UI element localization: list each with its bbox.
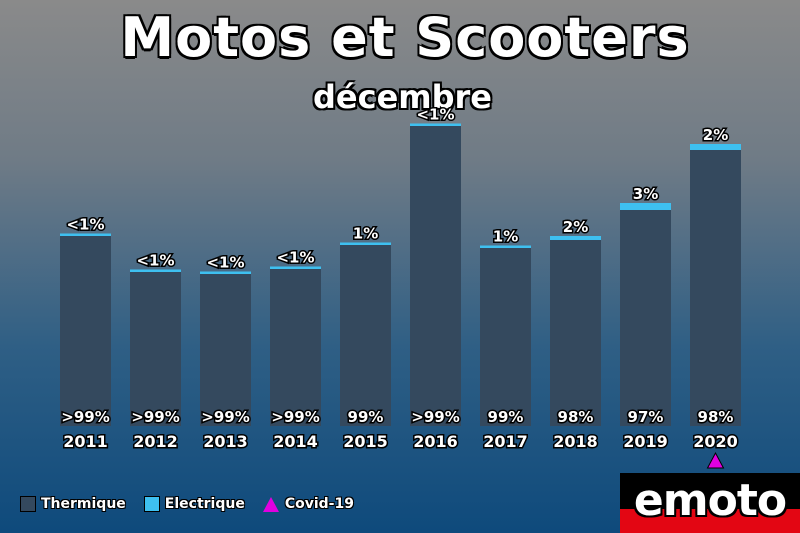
bar-thermique-2020	[690, 150, 741, 426]
x-tick-label-2017: 2017	[483, 432, 528, 451]
bar-thermique-2018	[550, 240, 601, 426]
data-label-thermique-2017: 99%	[488, 408, 524, 426]
bar-electrique-2020	[690, 144, 741, 150]
bar-thermique-2019	[620, 210, 671, 426]
x-tick-label-2014: 2014	[273, 432, 318, 451]
legend-item-electrique: Electrique	[143, 496, 245, 512]
data-label-thermique-2019: 97%	[628, 408, 664, 426]
legend-item-covid: Covid-19	[262, 496, 354, 512]
legend-swatch-electrique	[143, 496, 160, 512]
bar-thermique-2017	[480, 248, 531, 426]
chart-title: Motos et Scooters	[120, 6, 690, 69]
data-label-thermique-2011: >99%	[61, 408, 109, 426]
data-label-thermique-2020: 98%	[698, 408, 734, 426]
emoto-logo: emoto	[620, 473, 800, 533]
bar-electrique-2013	[200, 271, 251, 274]
bar-electrique-2014	[270, 266, 321, 269]
x-tick-label-2015: 2015	[343, 432, 388, 451]
bar-thermique-2011	[60, 236, 111, 426]
legend-item-thermique: Thermique	[20, 496, 126, 512]
legend-swatch-thermique	[20, 496, 36, 512]
triangle-icon	[262, 496, 279, 512]
bar-electrique-2015	[340, 242, 391, 245]
bar-thermique-2012	[130, 272, 181, 426]
data-label-electrique-2017: 1%	[493, 228, 518, 246]
legend: Thermique Electrique Covid-19	[20, 496, 372, 512]
x-tick-label-2013: 2013	[203, 432, 248, 451]
data-label-electrique-2011: <1%	[66, 216, 104, 234]
bar-electrique-2016	[410, 123, 461, 126]
data-label-electrique-2018: 2%	[563, 218, 588, 236]
bar-electrique-2018	[550, 236, 601, 240]
data-label-electrique-2012: <1%	[136, 252, 174, 270]
data-label-thermique-2012: >99%	[131, 408, 179, 426]
legend-label-covid: Covid-19	[284, 496, 354, 512]
data-label-thermique-2014: >99%	[271, 408, 319, 426]
bar-thermique-2015	[340, 245, 391, 426]
x-tick-label-2012: 2012	[133, 432, 178, 451]
chart-subtitle: décembre	[312, 78, 492, 116]
bar-thermique-2016	[410, 126, 461, 426]
bar-electrique-2012	[130, 269, 181, 272]
x-tick-label-2020: 2020	[693, 432, 738, 451]
x-tick-label-2011: 2011	[63, 432, 108, 451]
bar-thermique-2013	[200, 274, 251, 426]
bar-electrique-2011	[60, 233, 111, 236]
bar-thermique-2014	[270, 269, 321, 426]
data-label-thermique-2018: 98%	[558, 408, 594, 426]
data-label-electrique-2013: <1%	[206, 254, 244, 272]
legend-label-electrique: Electrique	[164, 496, 245, 512]
data-label-electrique-2016: <1%	[416, 106, 454, 124]
bar-electrique-2017	[480, 245, 531, 248]
x-tick-label-2019: 2019	[623, 432, 668, 451]
legend-label-thermique: Thermique	[41, 496, 126, 512]
data-label-thermique-2016: >99%	[411, 408, 459, 426]
data-label-electrique-2014: <1%	[276, 249, 314, 267]
bar-electrique-2019	[620, 203, 671, 210]
x-tick-label-2018: 2018	[553, 432, 598, 451]
logo-text: emoto	[633, 475, 787, 526]
data-label-thermique-2015: 99%	[348, 408, 384, 426]
data-label-electrique-2020: 2%	[703, 126, 728, 144]
data-label-electrique-2015: 1%	[353, 225, 378, 243]
data-label-thermique-2013: >99%	[201, 408, 249, 426]
data-label-electrique-2019: 3%	[633, 185, 658, 203]
covid-marker-2020	[706, 451, 725, 469]
x-tick-label-2016: 2016	[413, 432, 458, 451]
